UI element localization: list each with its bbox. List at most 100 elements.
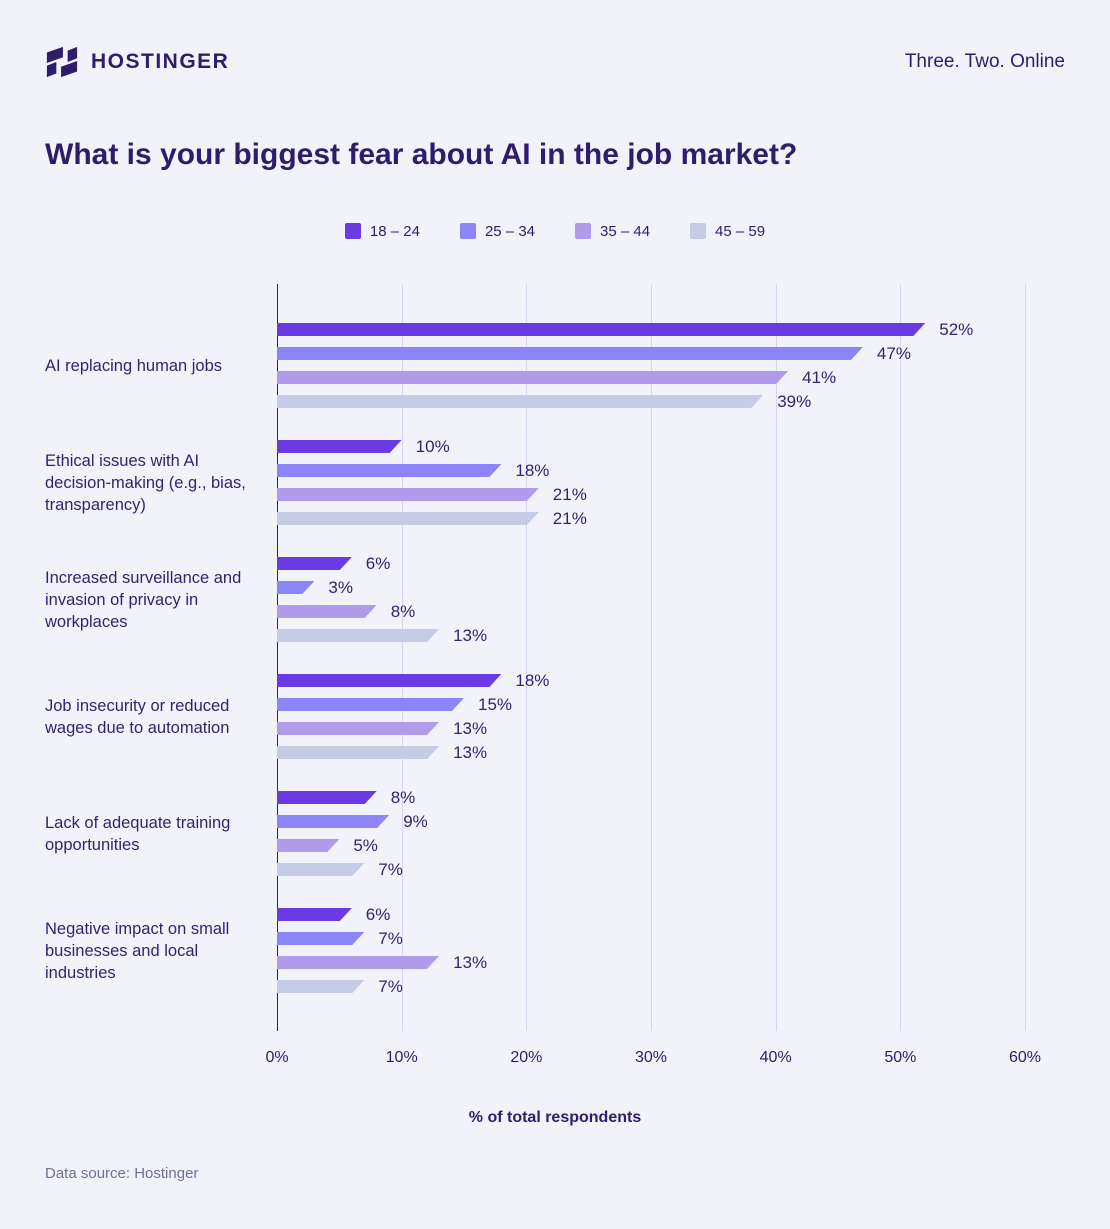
hostinger-logo: HOSTINGER xyxy=(45,45,229,79)
bar-value-label: 8% xyxy=(390,601,416,621)
bar-25–34-18% xyxy=(277,464,501,477)
bar-35–44-21% xyxy=(277,488,539,501)
bar-line: 7% xyxy=(277,929,1025,948)
bar-line: 9% xyxy=(277,812,1025,831)
bar-line: 5% xyxy=(277,836,1025,855)
bar-group: Ethical issues with AI decision-making (… xyxy=(45,437,1065,528)
category-bars: 18% 15% 13% 13% xyxy=(277,671,1025,762)
bar-25–34-7% xyxy=(277,932,364,945)
category-bars: 52% 47% 41% 39% xyxy=(277,320,1025,411)
brand-tagline: Three. Two. Online xyxy=(904,51,1065,72)
legend-label: 45 – 59 xyxy=(715,222,766,240)
category-bars: 6% 3% 8% 13% xyxy=(277,554,1025,645)
bar-group: Job insecurity or reduced wages due to a… xyxy=(45,671,1065,762)
bar-value-label: 13% xyxy=(453,742,488,762)
bar-line: 13% xyxy=(277,743,1025,762)
bar-value-label: 3% xyxy=(328,577,353,597)
bar-45–59-13% xyxy=(277,746,439,759)
legend-swatch xyxy=(575,223,591,239)
chart-legend: 18 – 24 25 – 34 35 – 44 45 – 59 xyxy=(45,222,1065,240)
bar-value-label: 7% xyxy=(378,859,403,879)
bar-value-label: 5% xyxy=(353,835,378,855)
legend-swatch xyxy=(344,223,361,239)
bar-value-label: 13% xyxy=(453,718,488,738)
bar-25–34-15% xyxy=(277,698,464,711)
bar-line: 52% xyxy=(277,320,1025,339)
bar-45–59-7% xyxy=(277,863,364,876)
x-tick-20pct: 20% xyxy=(510,1049,543,1066)
bar-value-label: 6% xyxy=(365,904,391,924)
legend-label: 35 – 44 xyxy=(600,222,651,240)
bar-45–59-7% xyxy=(277,980,364,993)
bar-value-label: 7% xyxy=(378,976,403,996)
category-label: Job insecurity or reduced wages due to a… xyxy=(45,696,230,737)
bar-line: 39% xyxy=(277,392,1025,411)
bar-value-label: 13% xyxy=(453,952,488,972)
bar-line: 18% xyxy=(277,671,1025,690)
bar-18–24-10% xyxy=(277,440,402,453)
data-source: Data source: Hostinger xyxy=(45,1165,199,1182)
bar-line: 8% xyxy=(277,788,1025,807)
x-tick-10pct: 10% xyxy=(385,1049,418,1066)
bar-line: 7% xyxy=(277,860,1025,879)
bar-35–44-8% xyxy=(277,605,377,618)
bar-line: 6% xyxy=(277,554,1025,573)
legend-label: 18 – 24 xyxy=(369,222,420,240)
bar-35–44-13% xyxy=(277,722,439,735)
bar-35–44-41% xyxy=(277,371,788,384)
legend-swatch xyxy=(690,223,707,239)
x-tick-60pct: 60% xyxy=(1008,1049,1042,1066)
bar-group: AI replacing human jobs 52% 47% 41% 39% xyxy=(45,320,1065,411)
category-label: Increased surveillance and invasion of p… xyxy=(45,568,242,631)
legend-item-2: 25 – 34 xyxy=(459,222,535,240)
bar-18–24-6% xyxy=(277,908,352,921)
legend-label: 25 – 34 xyxy=(484,222,535,240)
category-bars: 6% 7% 13% 7% xyxy=(277,905,1025,996)
bar-45–59-13% xyxy=(277,629,439,642)
legend-item-1: 18 – 24 xyxy=(344,222,420,240)
bar-group: Increased surveillance and invasion of p… xyxy=(45,554,1065,645)
category-label: Lack of adequate training opportunities xyxy=(45,813,231,854)
header: HOSTINGER Three. Two. Online xyxy=(45,0,1065,79)
brand-name: HOSTINGER xyxy=(91,50,230,73)
bar-value-label: 41% xyxy=(802,367,837,387)
bar-line: 3% xyxy=(277,578,1025,597)
bar-line: 10% xyxy=(277,437,1025,456)
bar-18–24-52% xyxy=(277,323,925,336)
bar-25–34-9% xyxy=(277,815,389,828)
bar-value-label: 18% xyxy=(515,670,550,690)
bar-line: 6% xyxy=(277,905,1025,924)
chart-area: AI replacing human jobs 52% 47% 41% 39% Ethic… xyxy=(45,284,1065,1031)
bar-value-label: 9% xyxy=(403,811,428,831)
bar-value-label: 8% xyxy=(390,787,416,807)
category-bars: 8% 9% 5% 7% xyxy=(277,788,1025,879)
bar-line: 13% xyxy=(277,626,1025,645)
legend-swatch xyxy=(459,223,476,239)
bar-line: 18% xyxy=(277,461,1025,480)
bar-line: 13% xyxy=(277,719,1025,738)
bar-value-label: 18% xyxy=(515,460,550,480)
bar-35–44-5% xyxy=(277,839,339,852)
bar-line: 21% xyxy=(277,509,1025,528)
bar-line: 15% xyxy=(277,695,1025,714)
hostinger-logo-icon xyxy=(46,46,78,78)
bar-group: Negative impact on small businesses and … xyxy=(45,905,1065,996)
bar-value-label: 47% xyxy=(876,343,911,363)
bar-groups: AI replacing human jobs 52% 47% 41% 39% Ethic… xyxy=(45,284,1065,1031)
x-tick-0pct: 0% xyxy=(265,1049,289,1066)
category-label: AI replacing human jobs xyxy=(45,356,223,375)
bar-line: 41% xyxy=(277,368,1025,387)
bar-value-label: 21% xyxy=(552,484,587,504)
bar-18–24-18% xyxy=(277,674,501,687)
bar-line: 8% xyxy=(277,602,1025,621)
bar-value-label: 7% xyxy=(378,928,403,948)
bar-45–59-21% xyxy=(277,512,539,525)
x-axis-ticks: 0% 10% 20% 30% 40% 50% 60% xyxy=(265,1049,1041,1069)
bar-line: 21% xyxy=(277,485,1025,504)
bar-45–59-39% xyxy=(277,395,763,408)
bar-group: Lack of adequate training opportunities 8… xyxy=(45,788,1065,879)
legend-item-4: 45 – 59 xyxy=(690,223,765,240)
category-label: Negative impact on small businesses and … xyxy=(45,919,230,982)
bar-18–24-6% xyxy=(277,557,352,570)
bar-35–44-13% xyxy=(277,956,439,969)
